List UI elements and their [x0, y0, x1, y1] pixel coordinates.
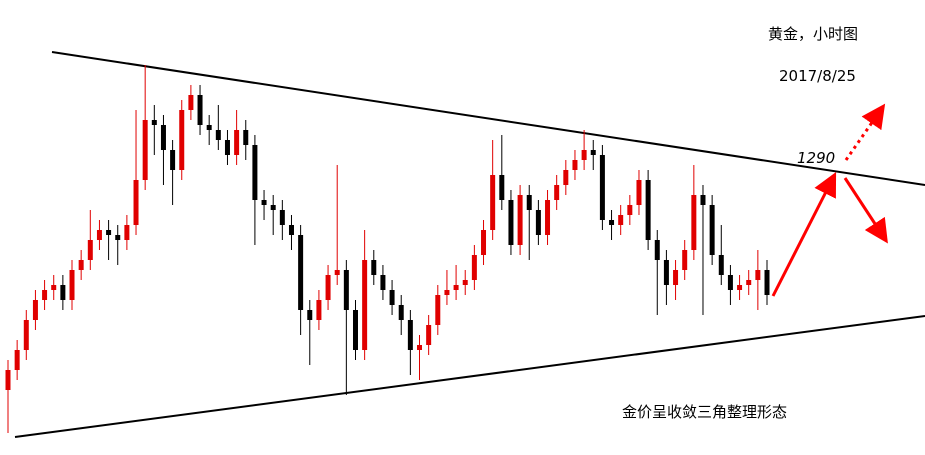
- candle-body: [142, 120, 148, 180]
- candle-body: [526, 195, 532, 210]
- candle-body: [69, 270, 75, 300]
- candle-body: [352, 310, 358, 350]
- candle-body: [609, 220, 615, 225]
- candle-body: [389, 290, 395, 305]
- chart-title: 黄金，小时图: [768, 25, 858, 43]
- pattern-note: 金价呈收敛三角整理形态: [622, 403, 787, 421]
- candle-body: [288, 225, 294, 235]
- candle-body: [51, 285, 57, 290]
- candle-body: [618, 215, 624, 225]
- candle-body: [590, 150, 596, 155]
- candle-body: [343, 270, 349, 310]
- candle-body: [23, 320, 29, 350]
- candle-body: [718, 255, 724, 275]
- candle-body: [663, 260, 669, 285]
- candle-body: [133, 180, 139, 225]
- candle-body: [737, 285, 743, 290]
- candle-body: [499, 175, 505, 200]
- candle-body: [270, 205, 276, 210]
- candle-body: [535, 210, 541, 235]
- upper-trendline: [51, 51, 925, 186]
- candle-body: [371, 260, 377, 275]
- candle-body: [481, 230, 487, 255]
- candle-body: [517, 195, 523, 245]
- candle-body: [700, 195, 706, 205]
- candle-body: [78, 260, 84, 270]
- candle-body: [298, 235, 304, 310]
- candle-body: [32, 300, 38, 320]
- candle-body: [179, 110, 185, 170]
- candle-body: [307, 310, 313, 320]
- candle-body: [471, 255, 477, 280]
- level-label: 1290: [797, 149, 835, 167]
- candle-body: [87, 240, 93, 260]
- candle-body: [682, 250, 688, 270]
- candle-body: [380, 275, 386, 290]
- candle-body: [645, 180, 651, 240]
- candle-body: [673, 270, 679, 285]
- candle-body: [764, 270, 770, 295]
- candle-body: [581, 150, 587, 160]
- candle-body: [627, 205, 633, 215]
- candle-body: [224, 140, 230, 155]
- candle-body: [435, 295, 441, 325]
- candle-body: [215, 130, 221, 140]
- candle-body: [60, 285, 66, 300]
- candle-body: [160, 125, 166, 150]
- candle-body: [325, 275, 331, 300]
- candle-body: [170, 150, 176, 170]
- candle-body: [599, 155, 605, 220]
- candle-body: [316, 300, 322, 320]
- chart-date: 2017/8/25: [779, 67, 856, 85]
- candle-body: [279, 210, 285, 225]
- candles: [5, 65, 770, 433]
- candle-body: [746, 280, 752, 285]
- candle-body: [188, 95, 194, 110]
- candle-body: [453, 285, 459, 290]
- candle-body: [755, 270, 761, 280]
- candle-body: [490, 175, 496, 230]
- candle-body: [508, 200, 514, 245]
- candle-body: [5, 370, 11, 390]
- lower-trendline: [14, 315, 925, 438]
- candle-body: [197, 95, 203, 125]
- candle-body: [572, 160, 578, 170]
- candle-body: [398, 305, 404, 320]
- candle-body: [14, 350, 20, 370]
- candle-body: [151, 120, 157, 125]
- candle-body: [106, 230, 112, 235]
- candle-body: [243, 130, 249, 145]
- candle-body: [727, 275, 733, 290]
- candle-body: [234, 130, 240, 155]
- candle-body: [96, 230, 102, 240]
- candle-body: [636, 180, 642, 205]
- candle-body: [334, 270, 340, 275]
- candle-body: [554, 185, 560, 200]
- candle-body: [362, 260, 368, 350]
- candle-body: [261, 200, 267, 205]
- candle-body: [691, 195, 697, 250]
- candle-body: [252, 145, 258, 200]
- candle-body: [709, 205, 715, 255]
- candle-body: [654, 240, 660, 260]
- arrow-breakout: [844, 103, 886, 161]
- candle-body: [417, 345, 423, 350]
- candle-body: [444, 290, 450, 295]
- candle-body: [563, 170, 569, 185]
- candle-body: [407, 320, 413, 350]
- candle-body: [115, 235, 121, 240]
- candle-body: [545, 200, 551, 235]
- candle-body: [462, 280, 468, 285]
- candle-body: [426, 325, 432, 345]
- candle-body: [124, 225, 130, 240]
- arrow-up: [771, 171, 837, 297]
- candle-body: [42, 290, 48, 300]
- candle-body: [206, 125, 212, 130]
- arrow-down: [843, 177, 888, 244]
